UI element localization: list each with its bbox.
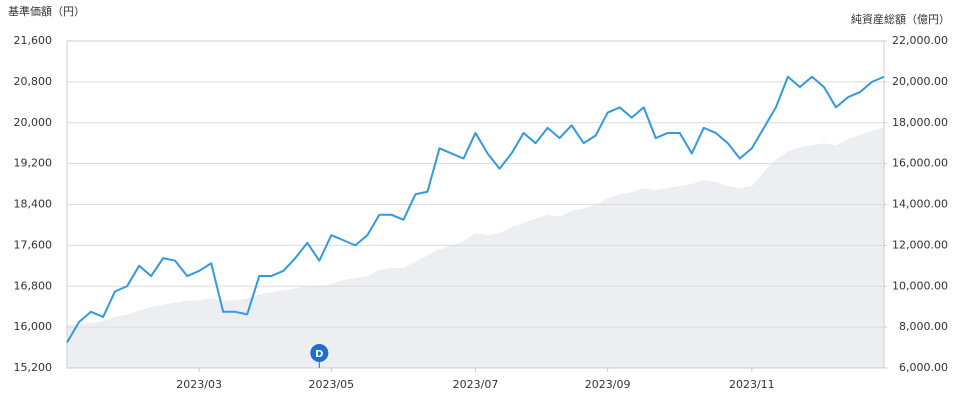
x-tick-label: 2023/03 [176, 378, 222, 391]
y-tick-label: 16,800 [14, 279, 53, 292]
y-axis-title: 基準価額（円） [8, 4, 85, 18]
x-tick-label: 2023/09 [585, 378, 631, 391]
y2-tick-label: 18,000.00 [892, 116, 948, 129]
dividend-marker-label: D [315, 349, 323, 360]
y-tick-label: 15,200 [14, 361, 53, 374]
y2-tick-label: 10,000.00 [892, 279, 948, 292]
y-tick-label: 17,600 [14, 238, 53, 251]
x-tick-label: 2023/11 [729, 378, 775, 391]
y-tick-label: 20,800 [14, 75, 53, 88]
y2-tick-label: 8,000.00 [899, 320, 948, 333]
y-tick-label: 19,200 [14, 157, 53, 170]
y2-axis-title: 純資産総額（億円） [851, 12, 950, 26]
y2-tick-label: 22,000.00 [892, 34, 948, 47]
y2-tick-label: 16,000.00 [892, 157, 948, 170]
y-tick-label: 20,000 [14, 116, 53, 129]
y2-tick-label: 20,000.00 [892, 75, 948, 88]
dividend-marker [310, 344, 329, 362]
line [66, 75, 885, 343]
area [67, 126, 884, 369]
y2-tick-label: 14,000.00 [892, 198, 948, 211]
y-tick-label: 21,600 [14, 34, 53, 47]
y2-tick-label: 12,000.00 [892, 238, 948, 251]
x-tick-label: 2023/07 [453, 378, 499, 391]
y2-tick-label: 6,000.00 [899, 361, 948, 374]
y-tick-label: 18,400 [14, 198, 53, 211]
y-tick-label: 16,000 [14, 320, 53, 333]
x-tick-label: 2023/05 [308, 378, 354, 391]
